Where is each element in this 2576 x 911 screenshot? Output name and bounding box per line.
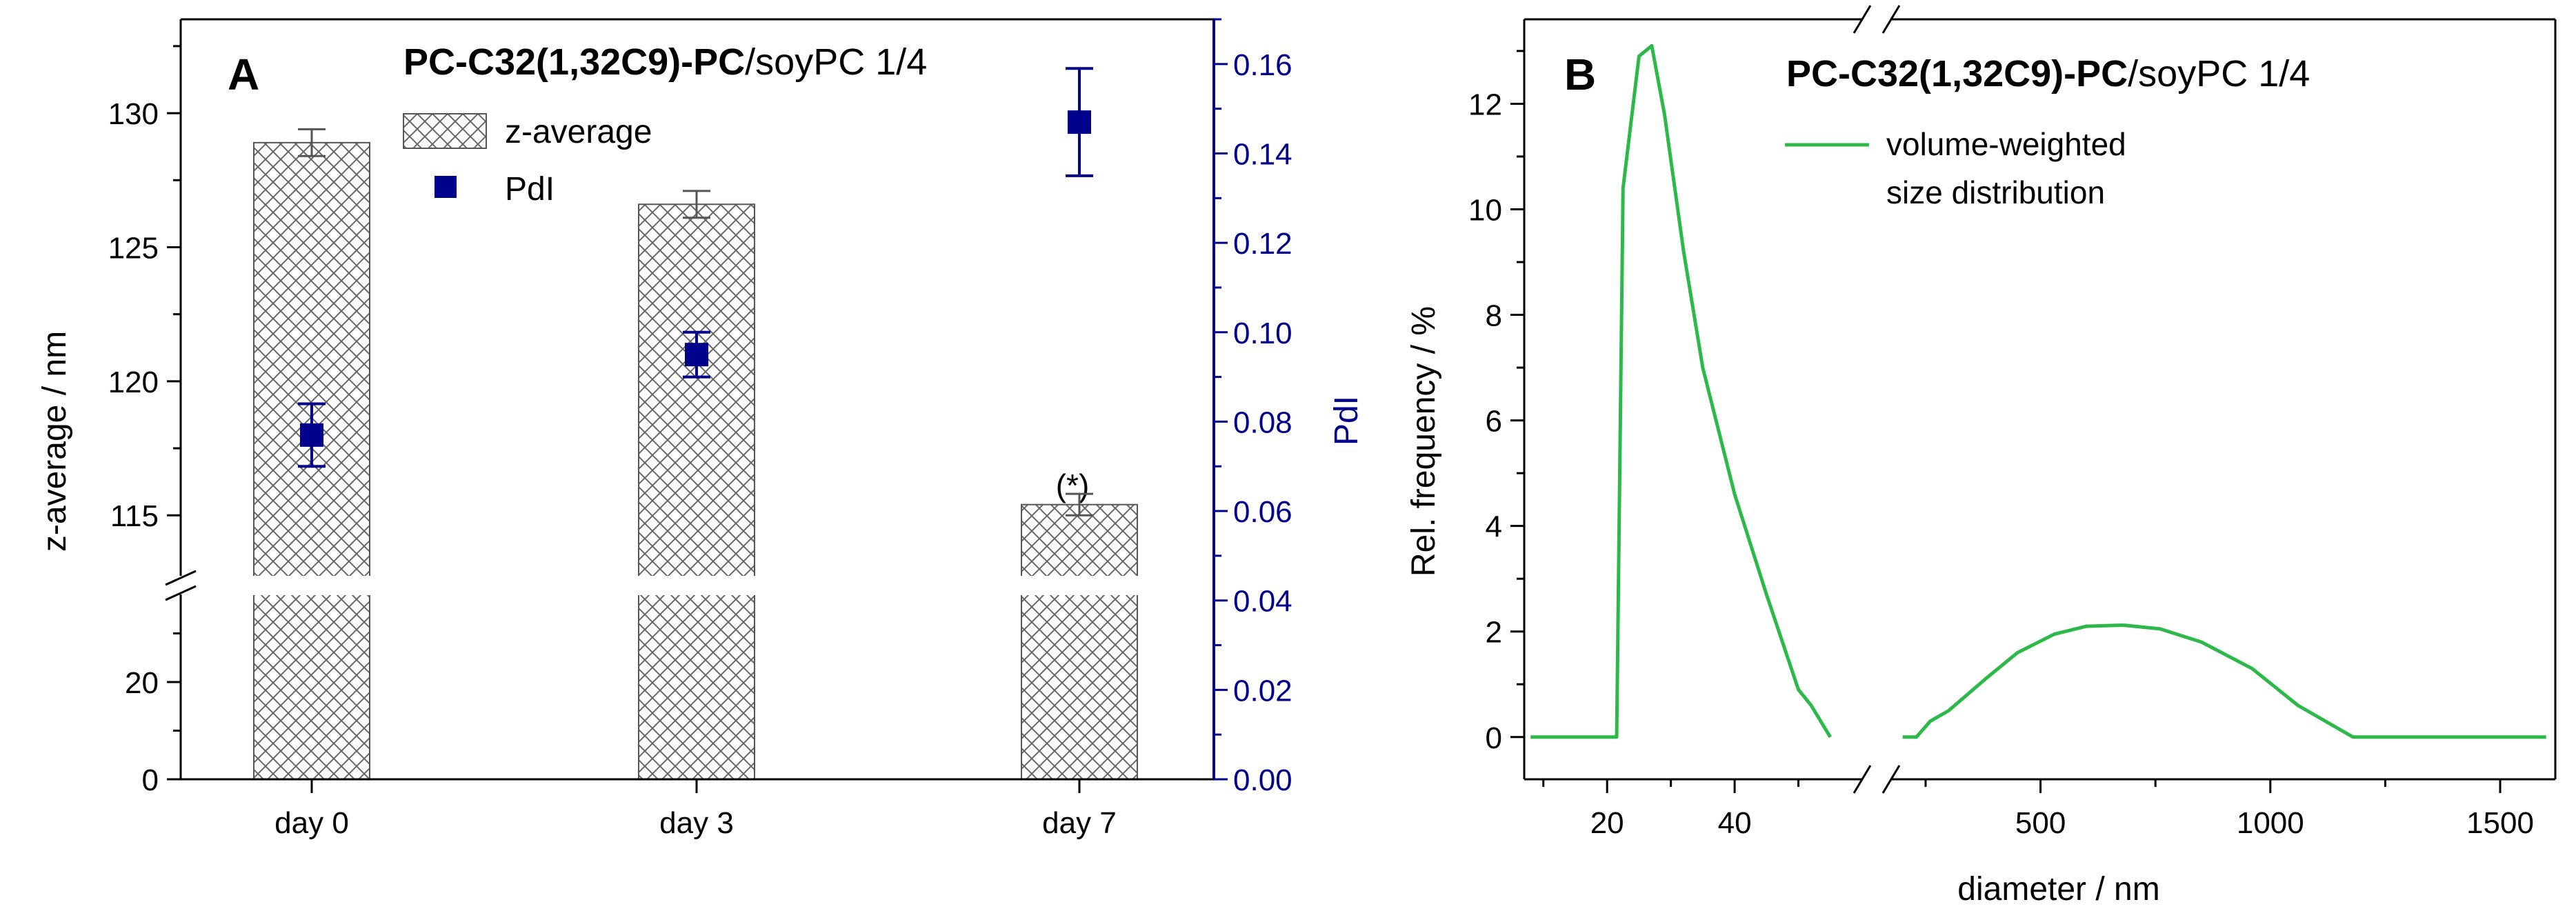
y-tick-label: 120 [108,366,159,399]
bar-upper-day3 [638,203,755,583]
panel-a-label: A [228,50,259,99]
pdi-point [1068,110,1091,134]
x-tick-label: 1000 [2237,806,2304,840]
legend-pdi-label: PdI [505,171,555,208]
panel-a-title-rest: /soyPC 1/4 [745,41,927,83]
size-distribution-curve-right [1902,623,2546,739]
panel-b-legend-line2: size distribution [1886,174,2105,210]
panel-b-title-bold: PC-C32(1,32C9)-PC [1786,53,2128,94]
y-tick-label: 12 [1468,88,1502,121]
x-tick-label: 20 [1590,806,1624,840]
y-right-tick-label: 0.00 [1233,763,1292,797]
y-right-tick-label: 0.16 [1233,48,1292,82]
axis-break-mark [165,585,197,601]
x-tick-label: 1500 [2466,806,2534,840]
legend-zavg-swatch [403,113,487,149]
panel-a-ylabel-right: PdI [1328,396,1365,446]
panel-b-ylabel: Rel. frequency / % [1406,306,1442,577]
x-break-mark [1881,5,1901,34]
legend-zavg-label: z-average [505,114,652,150]
x-tick-label: 40 [1718,806,1752,840]
y-tick-label: 2 [1486,616,1502,650]
x-break-mark [1881,765,1901,794]
annotation-day7: (*) [1056,468,1090,503]
panel-a-title: PC-C32(1,32C9)-PC/soyPC 1/4 [403,41,927,83]
y-right-tick-label: 0.08 [1233,406,1292,439]
y-tick-label: 0 [1486,721,1502,755]
y-right-tick-label: 0.14 [1233,137,1292,171]
y-right-tick-label: 0.02 [1233,674,1292,708]
y-right-tick-label: 0.04 [1233,585,1292,619]
panel-b-xlabel: diameter / nm [1957,871,2159,908]
panel-b-legend-line1: volume-weighted [1886,126,2126,162]
panel-b-label: B [1564,50,1596,99]
panel-a-ylabel: z-average / nm [37,331,73,552]
y-tick-label: 10 [1468,194,1502,228]
panel-b-title-rest: /soyPC 1/4 [2128,53,2310,94]
bar-lower-day3 [638,590,755,780]
axis-break-mark [165,570,197,586]
y-right-tick-label: 0.10 [1233,317,1292,350]
panel-b-title: PC-C32(1,32C9)-PC/soyPC 1/4 [1786,53,2310,94]
x-tick-label: day 0 [274,806,349,840]
x-tick-label: day 7 [1042,806,1117,840]
y-tick-label: 6 [1486,405,1502,439]
bar-lower-day7 [1021,590,1138,780]
y-right-tick-label: 0.06 [1233,495,1292,529]
x-tick-label: day 3 [659,806,734,840]
pdi-point [300,423,323,447]
legend-pdi-marker [435,176,457,198]
axis-break-gap [182,576,1212,595]
y-tick-label: 115 [110,499,159,533]
y-tick-label: 130 [108,97,159,131]
bar-lower-day0 [253,590,370,780]
bar-upper-day0 [253,141,370,583]
y-tick-label: 0 [142,763,159,797]
x-break-mark [1853,5,1872,34]
y-tick-label: 125 [108,231,159,265]
x-break-mark [1853,765,1872,794]
size-distribution-curve-left [1530,43,1832,739]
y-tick-label: 4 [1486,510,1502,544]
y-tick-label: 8 [1486,299,1502,333]
panel-a-title-bold: PC-C32(1,32C9)-PC [403,41,745,83]
pdi-point [685,343,708,367]
y-right-tick-label: 0.12 [1233,227,1292,261]
x-tick-label: 500 [2015,806,2066,840]
y-tick-label: 20 [125,666,159,700]
